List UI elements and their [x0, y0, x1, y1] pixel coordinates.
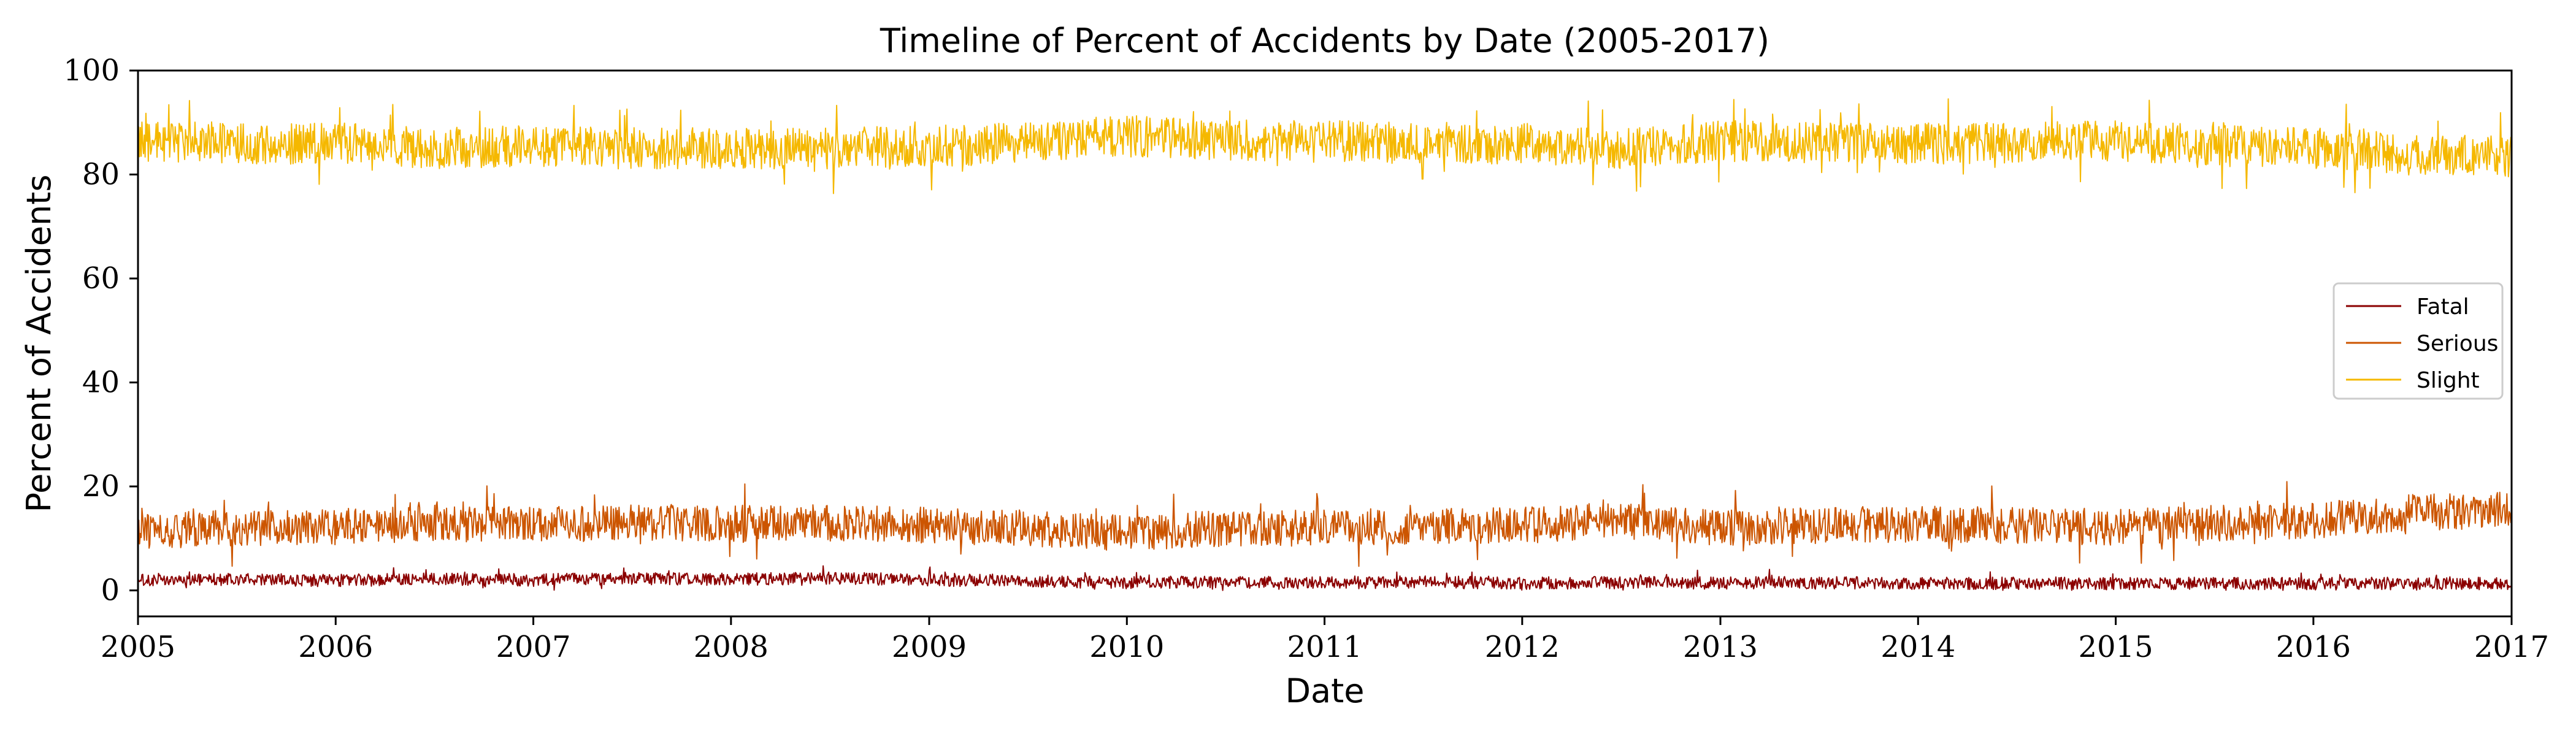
- y-tick-label: 60: [82, 261, 120, 296]
- x-tick-label: 2010: [1089, 630, 1164, 664]
- legend-items: Fatal Serious Slight: [2346, 294, 2498, 393]
- y-tick-label: 20: [82, 469, 120, 504]
- x-tick-label: 2014: [1880, 630, 1955, 664]
- legend: Fatal Serious Slight: [2333, 282, 2504, 400]
- y-axis-label: Percent of Accidents: [20, 175, 58, 513]
- y-tick-label: 40: [82, 366, 120, 400]
- legend-label-fatal: Fatal: [2417, 294, 2469, 320]
- y-tick-label: 80: [82, 158, 120, 192]
- x-tick-label: 2006: [298, 630, 373, 664]
- x-axis-label: Date: [1285, 672, 1364, 710]
- x-tick-label: 2011: [1287, 630, 1362, 664]
- y-tick-label: 0: [101, 573, 120, 608]
- x-tick-label: 2016: [2276, 630, 2351, 664]
- x-tick-label: 2012: [1485, 630, 1560, 664]
- ticks-layer: 2005 2006 2007 2008 2009 2010 2011 2012 2013 2014…: [63, 53, 2549, 664]
- series-layer: [137, 98, 2512, 591]
- y-tick-label: 100: [63, 53, 120, 88]
- x-tick-label: 2013: [1683, 630, 1758, 664]
- x-tick-label: 2005: [101, 630, 175, 664]
- legend-box: [2333, 282, 2504, 400]
- x-tick-label: 2007: [496, 630, 570, 664]
- x-tick-label: 2008: [694, 630, 769, 664]
- chart-title: Timeline of Percent of Accidents by Date…: [880, 21, 1769, 60]
- x-tick-label: 2015: [2078, 630, 2153, 664]
- series-line-serious: [137, 481, 2512, 567]
- plot-frame: [137, 69, 2513, 618]
- x-tick-label: 2017: [2474, 630, 2549, 664]
- legend-label-slight: Slight: [2417, 368, 2480, 393]
- x-tick-label: 2009: [892, 630, 967, 664]
- legend-label-serious: Serious: [2417, 331, 2498, 356]
- series-line-fatal: [137, 565, 2512, 591]
- series-line-slight: [137, 98, 2512, 194]
